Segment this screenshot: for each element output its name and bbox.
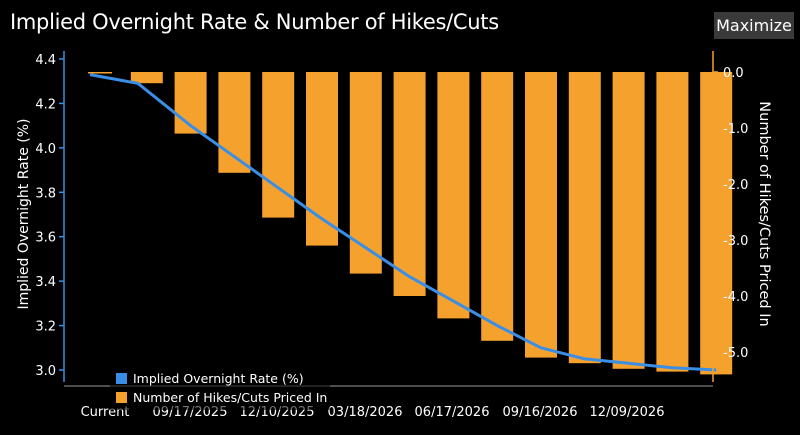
bar-9 (481, 72, 514, 341)
legend-label-bars: Number of Hikes/Cuts Priced In (133, 389, 328, 405)
combo-chart: 4.4 4.2 4.0 3.8 3.6 3.4 3.2 3.0 Implied Overnigh… (16, 51, 772, 420)
left-axis-tick-label-1: 4.2 (35, 97, 56, 112)
bar-4 (262, 72, 295, 218)
right-axis-tick-label-2: -2.0 (723, 178, 748, 193)
legend-item-bars: Number of Hikes/Cuts Priced In (116, 388, 327, 406)
bar-14 (700, 72, 733, 375)
x-axis-tick-label-4: 06/17/2026 (415, 405, 490, 420)
left-axis-tick-label-7: 3.0 (35, 364, 56, 379)
right-axis-tick-label-1: -1.0 (723, 122, 748, 137)
rate-line (89, 73, 717, 372)
legend-item-rate: Implied Overnight Rate (%) (116, 369, 304, 387)
left-axis-tick-label-2: 4.0 (35, 142, 56, 157)
right-axis-tick-label-0: 0.0 (723, 66, 744, 81)
chart-title: Implied Overnight Rate & Number of Hikes… (10, 10, 499, 34)
bar-13 (656, 72, 689, 372)
right-axis-tick-label-5: -5.0 (723, 346, 748, 361)
right-axis-label: Number of Hikes/Cuts Priced In (756, 101, 772, 326)
bar-0 (88, 72, 112, 74)
legend-swatch-rate (116, 372, 127, 384)
bar-6 (349, 72, 382, 274)
x-axis-tick-label-5: 09/16/2026 (503, 405, 578, 420)
x-axis-tick-label-6: 12/09/2026 (590, 405, 665, 420)
bar-11 (568, 72, 601, 364)
right-axis-tick-label-4: -4.0 (723, 290, 748, 305)
bar-7 (393, 72, 426, 296)
right-axis-tick-label-3: -3.0 (723, 234, 748, 249)
left-axis-tick-label-4: 3.6 (35, 231, 56, 246)
bar-12 (612, 72, 645, 369)
left-axis-tick-label-3: 3.8 (35, 186, 56, 201)
left-axis-label: Implied Overnight Rate (%) (16, 118, 32, 309)
left-axis-tick-label-0: 4.4 (35, 53, 56, 68)
legend-swatch-bars (116, 391, 127, 403)
legend-label-rate: Implied Overnight Rate (%) (133, 370, 304, 386)
bar-10 (525, 72, 557, 358)
bar-8 (437, 72, 470, 319)
title-bar: Implied Overnight Rate & Number of Hikes… (0, 0, 800, 46)
maximize-button[interactable]: Maximize (714, 12, 794, 39)
legend: Implied Overnight Rate (%) Number of Hik… (110, 364, 330, 410)
bar-5 (306, 72, 338, 246)
left-axis-tick-label-6: 3.2 (35, 320, 56, 335)
x-axis-tick-label-3: 03/18/2026 (328, 405, 403, 420)
chart-area: 4.4 4.2 4.0 3.8 3.6 3.4 3.2 3.0 Implied Overnigh… (0, 46, 800, 435)
bar-1 (130, 72, 163, 84)
left-axis-tick-label-5: 3.4 (35, 275, 56, 290)
bar-2 (174, 72, 207, 134)
